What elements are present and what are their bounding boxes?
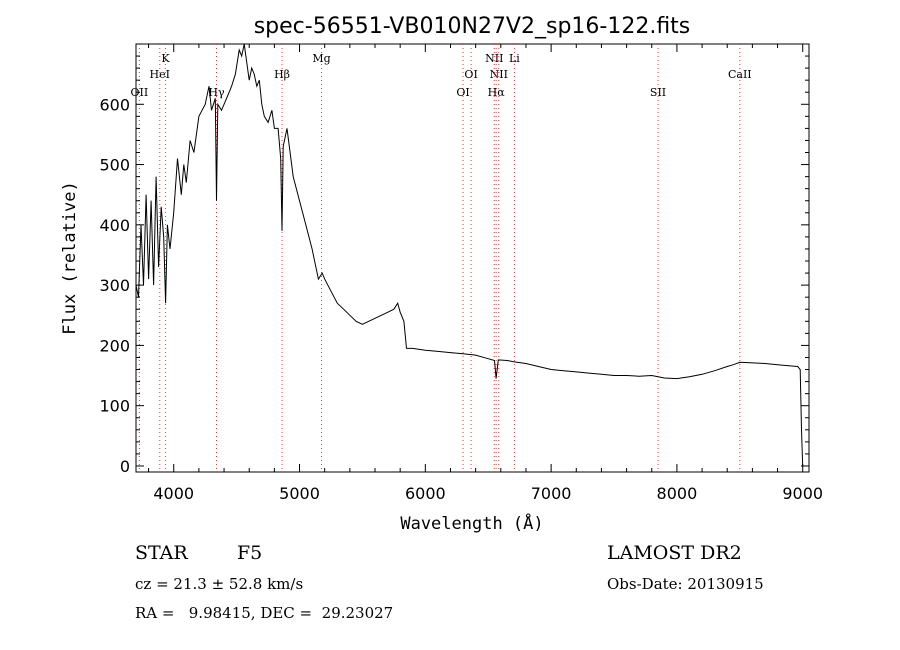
x-tick-label: 9000	[782, 484, 823, 503]
line-marker-label: Li	[509, 52, 520, 65]
line-marker-label: K	[161, 52, 170, 65]
line-marker-label: OI	[456, 86, 469, 99]
line-marker-label: NII	[490, 68, 508, 81]
line-marker-label: SII	[650, 86, 666, 99]
line-marker-label: HeI	[150, 68, 170, 81]
x-axis-label: Wavelength (Å)	[400, 512, 543, 534]
plot-frame	[135, 43, 810, 473]
object-class: STAR	[135, 542, 188, 564]
x-tick-label: 4000	[153, 484, 194, 503]
spectrum-series-line	[135, 43, 804, 467]
line-marker-label: Mg	[312, 52, 330, 65]
line-marker-label: Hβ	[274, 68, 290, 81]
survey-name: LAMOST DR2	[607, 542, 742, 564]
line-marker-label: NII	[485, 52, 503, 65]
line-marker-label: CaII	[728, 68, 752, 81]
y-tick-label: 400	[99, 216, 130, 235]
line-marker-label: Hα	[488, 86, 506, 99]
y-tick-label: 600	[99, 95, 130, 114]
y-tick-label: 0	[120, 457, 130, 476]
x-tick-label: 6000	[405, 484, 446, 503]
spectrum-chart: spec-56551-VB010N27V2_sp16-122.fits OIIK…	[60, 14, 823, 534]
y-tick-label: 500	[99, 156, 130, 175]
y-tick-label: 100	[99, 397, 130, 416]
chart-title: spec-56551-VB010N27V2_sp16-122.fits	[254, 14, 691, 39]
observation-date: Obs-Date: 20130915	[607, 575, 764, 593]
line-marker-label: OI	[464, 68, 477, 81]
y-axis-label: Flux (relative)	[60, 181, 80, 335]
x-tick-label: 7000	[531, 484, 572, 503]
line-marker-label: Hγ	[208, 86, 225, 99]
x-tick-label: 8000	[657, 484, 698, 503]
object-subclass: F5	[237, 542, 263, 564]
redshift-velocity: cz = 21.3 ± 52.8 km/s	[135, 575, 304, 593]
x-tick-label: 5000	[279, 484, 320, 503]
sky-coordinates: RA = 9.98415, DEC = 29.23027	[135, 604, 394, 622]
axis-ticks: 4000 5000 6000 7000 8000 9000 0 100 200 300 400 500…	[99, 44, 823, 503]
y-tick-label: 200	[99, 336, 130, 355]
y-tick-label: 300	[99, 276, 130, 295]
